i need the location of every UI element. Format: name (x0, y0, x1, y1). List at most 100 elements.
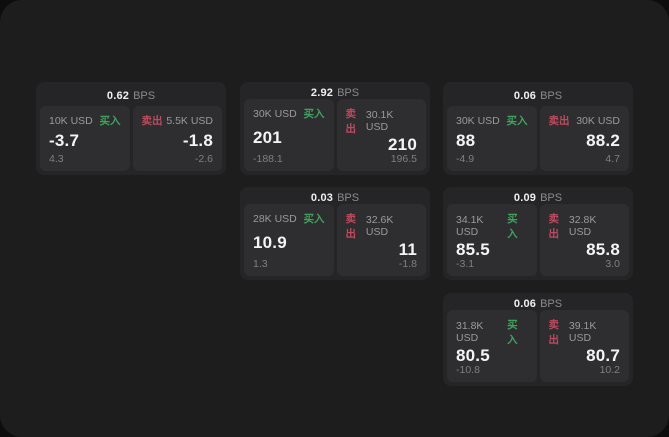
quote-card-header: 0.09 BPS (447, 191, 629, 204)
quote-card-header: 0.62 BPS (40, 86, 222, 106)
buy-panel[interactable]: 10K USD 买入 -3.7 4.3 (40, 106, 130, 171)
sell-label: 卖出 (548, 319, 560, 346)
quote-card-header: 0.06 BPS (447, 297, 629, 310)
buy-price: 85.5 (456, 240, 490, 259)
sell-panel-top: 卖出 32.8K USD (549, 211, 621, 241)
bps-unit-label: BPS (337, 86, 360, 99)
buy-amount: 28K USD (253, 212, 297, 225)
sell-price: 210 (388, 135, 417, 154)
buy-panel[interactable]: 30K USD 买入 201 -188.1 (244, 99, 334, 171)
quote-card-header: 2.92 BPS (244, 86, 426, 99)
sell-delta: 10.2 (599, 364, 620, 376)
sell-delta: 3.0 (605, 258, 620, 270)
sell-price: 88.2 (586, 131, 620, 150)
buy-amount: 34.1K USD (456, 214, 484, 238)
sell-panel-top: 卖出 39.1K USD (549, 317, 621, 347)
buy-panel-top: 31.8K USD 买入 (456, 317, 528, 347)
sell-panel[interactable]: 卖出 30.1K USD 210 196.5 (336, 99, 426, 171)
sell-price: 11 (398, 240, 417, 259)
buy-label: 买入 (303, 213, 325, 225)
sell-amount: 39.1K USD (568, 320, 597, 344)
bps-value: 0.09 (513, 191, 537, 204)
sell-amount: 30.1K USD (365, 109, 394, 133)
sell-label: 卖出 (141, 115, 163, 127)
buy-panel[interactable]: 31.8K USD 买入 80.5 -10.8 (447, 310, 537, 382)
buy-label: 买入 (507, 319, 518, 346)
bps-value: 0.62 (106, 90, 130, 102)
quote-card-body: 34.1K USD 买入 85.5 -3.1 卖出 32.8K USD 85.8… (447, 204, 629, 276)
quote-card: 2.92 BPS 30K USD 买入 201 -188.1 卖出 30.1K … (240, 82, 430, 175)
quote-card-body: 28K USD 买入 10.9 1.3 卖出 32.6K USD 11 -1.8 (244, 204, 426, 276)
bps-unit-label: BPS (337, 191, 360, 204)
quote-card-body: 10K USD 买入 -3.7 4.3 卖出 5.5K USD -1.8 -2.… (40, 106, 222, 171)
quote-card-body: 30K USD 买入 88 -4.9 卖出 30K USD 88.2 4.7 (447, 106, 629, 171)
quote-card: 0.06 BPS 30K USD 买入 88 -4.9 卖出 30K USD 8… (443, 82, 633, 175)
quote-card: 0.09 BPS 34.1K USD 买入 85.5 -3.1 卖出 32.8K… (443, 187, 633, 280)
sell-label: 卖出 (548, 213, 560, 240)
bps-unit-label: BPS (133, 90, 156, 102)
buy-price: 201 (253, 127, 282, 147)
sell-panel-top: 卖出 30.1K USD (346, 106, 418, 136)
sell-delta: 196.5 (390, 153, 417, 165)
sell-amount: 30K USD (576, 114, 620, 127)
buy-delta: -3.1 (456, 258, 475, 270)
sell-label: 卖出 (548, 115, 570, 127)
buy-label: 买入 (506, 115, 528, 127)
bps-unit-label: BPS (540, 297, 563, 310)
bps-value: 0.03 (310, 191, 334, 204)
quote-card-body: 30K USD 买入 201 -188.1 卖出 30.1K USD 210 1… (244, 99, 426, 171)
sell-label: 卖出 (345, 108, 357, 135)
buy-amount: 30K USD (253, 107, 297, 120)
sell-amount: 5.5K USD (166, 114, 213, 127)
quote-card: 0.03 BPS 28K USD 买入 10.9 1.3 卖出 32.6K US… (240, 187, 430, 280)
bps-value: 0.06 (513, 297, 537, 310)
sell-label: 卖出 (345, 213, 357, 240)
sell-delta: -1.8 (398, 258, 417, 270)
buy-panel-top: 34.1K USD 买入 (456, 211, 528, 241)
sell-delta: 4.7 (605, 153, 620, 165)
buy-panel[interactable]: 34.1K USD 买入 85.5 -3.1 (447, 204, 537, 276)
sell-price: -1.8 (182, 131, 213, 150)
sell-price: 80.7 (586, 346, 620, 365)
buy-price: 80.5 (456, 346, 490, 365)
bps-value: 2.92 (310, 86, 334, 99)
buy-panel-top: 10K USD 买入 (49, 113, 121, 128)
buy-amount: 30K USD (456, 114, 500, 127)
sell-amount: 32.8K USD (568, 214, 597, 238)
sell-panel-top: 卖出 32.6K USD (346, 211, 418, 241)
buy-panel[interactable]: 28K USD 买入 10.9 1.3 (244, 204, 334, 276)
buy-panel[interactable]: 30K USD 买入 88 -4.9 (447, 106, 537, 171)
sell-delta: -2.6 (194, 153, 213, 165)
bps-unit-label: BPS (540, 90, 563, 102)
buy-panel-top: 30K USD 买入 (456, 113, 528, 128)
buy-amount: 10K USD (49, 114, 93, 127)
buy-panel-top: 28K USD 买入 (253, 211, 325, 226)
sell-panel[interactable]: 卖出 32.6K USD 11 -1.8 (336, 204, 426, 276)
buy-delta: 4.3 (49, 153, 64, 165)
sell-panel-top: 卖出 5.5K USD (142, 113, 214, 128)
buy-label: 买入 (507, 213, 518, 240)
sell-panel[interactable]: 卖出 39.1K USD 80.7 10.2 (539, 310, 629, 382)
buy-amount: 31.8K USD (456, 320, 484, 344)
buy-delta: -10.8 (456, 364, 480, 376)
sell-panel[interactable]: 卖出 30K USD 88.2 4.7 (539, 106, 629, 171)
buy-label: 买入 (99, 115, 121, 127)
sell-panel-top: 卖出 30K USD (549, 113, 621, 128)
quote-card-body: 31.8K USD 买入 80.5 -10.8 卖出 39.1K USD 80.… (447, 310, 629, 382)
quote-card-header: 0.03 BPS (244, 191, 426, 204)
quote-card: 0.62 BPS 10K USD 买入 -3.7 4.3 卖出 5.5K USD… (36, 82, 226, 175)
sell-panel[interactable]: 卖出 5.5K USD -1.8 -2.6 (132, 106, 222, 171)
buy-delta: 1.3 (253, 258, 268, 270)
quote-card-header: 0.06 BPS (447, 86, 629, 106)
buy-delta: -4.9 (456, 153, 475, 165)
sell-panel[interactable]: 卖出 32.8K USD 85.8 3.0 (539, 204, 629, 276)
bps-unit-label: BPS (540, 191, 563, 204)
sell-amount: 32.6K USD (365, 214, 394, 238)
buy-price: 88 (456, 131, 476, 150)
buy-delta: -188.1 (253, 153, 283, 165)
buy-panel-top: 30K USD 买入 (253, 106, 325, 121)
bps-value: 0.06 (513, 90, 537, 102)
quote-card: 0.06 BPS 31.8K USD 买入 80.5 -10.8 卖出 39.1… (443, 293, 633, 386)
